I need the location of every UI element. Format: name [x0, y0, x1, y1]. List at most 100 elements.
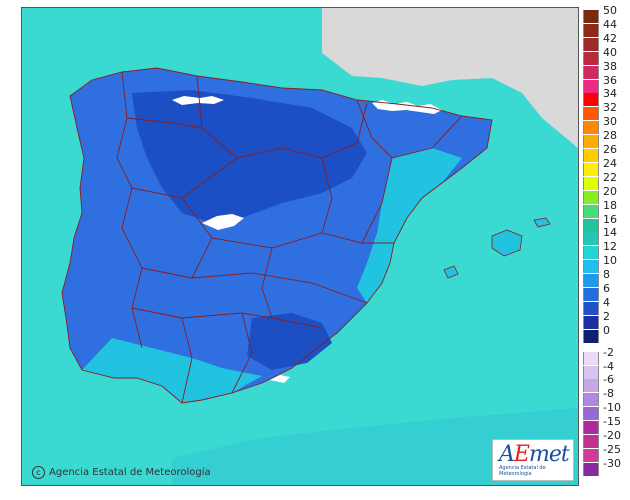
legend-swatch	[583, 79, 599, 93]
legend-row-warm-3: 40	[583, 46, 627, 65]
logo-subtitle: Agencia Estatal de Meteorología	[499, 465, 546, 477]
legend-swatch	[583, 37, 599, 51]
legend-swatch	[583, 23, 599, 37]
legend-row-warm-1: 44	[583, 18, 627, 37]
legend-swatch	[583, 421, 599, 435]
region-borders	[61, 67, 493, 404]
legend-label: 38	[603, 59, 617, 73]
legend-swatch	[583, 435, 599, 448]
legend-swatch	[583, 204, 599, 218]
legend-label: 24	[603, 156, 617, 170]
legend-swatch	[583, 407, 599, 421]
legend-label: 20	[603, 184, 617, 198]
balearic-mallorca	[491, 229, 523, 257]
legend-swatch	[583, 10, 599, 23]
legend-swatch	[583, 393, 599, 407]
legend-row-warm-19: 8	[583, 268, 627, 288]
credit-text: c Agencia Estatal de Meteorología	[32, 466, 211, 479]
copyright-icon: c	[32, 466, 45, 479]
legend-label: 14	[603, 226, 617, 240]
legend-row-warm-7: 32	[583, 101, 627, 121]
legend-row-warm-17: 12	[583, 240, 627, 260]
legend-label: 6	[603, 282, 610, 295]
africa-landmass-shade	[172, 408, 578, 485]
legend-label: 40	[603, 45, 617, 59]
legend-label: -30	[603, 456, 621, 470]
balearic-menorca	[533, 217, 551, 228]
east-coast-warm	[357, 148, 462, 303]
legend-swatch	[583, 51, 599, 65]
legend-swatch	[583, 65, 599, 79]
south-coast-warm	[82, 338, 262, 403]
aemet-logo: AEmet Agencia Estatal de Meteorología	[492, 439, 574, 481]
legend-label: 44	[603, 17, 617, 31]
legend-row-warm-6: 34	[583, 87, 627, 107]
legend-swatch	[583, 329, 599, 343]
legend-row-warm-9: 28	[583, 129, 627, 149]
legend-row-warm-4: 38	[583, 60, 627, 79]
legend-swatch	[583, 135, 599, 149]
legend-label: 22	[603, 170, 617, 184]
legend-label: -10	[603, 401, 621, 415]
legend-swatch	[583, 288, 599, 301]
legend-label: 32	[603, 101, 617, 115]
legend-row-warm-22: 2	[583, 310, 627, 329]
legend-swatch	[583, 462, 599, 476]
legend-row-warm-12: 22	[583, 171, 627, 190]
legend-swatch	[583, 246, 599, 260]
legend-label: -20	[603, 429, 621, 442]
legend-row-warm-10: 26	[583, 143, 627, 162]
legend-swatch	[583, 162, 599, 176]
legend-row-warm-15: 16	[583, 213, 627, 232]
legend-swatch	[583, 218, 599, 232]
legend-label: 34	[603, 87, 617, 101]
legend-swatch	[583, 149, 599, 162]
logo-wordmark: AEmet	[499, 442, 570, 467]
temperature-legend: 50 44 42 40 38 36 34 32 30 28 26 24 22 20 18 16 14 12 10 8 6…	[583, 4, 627, 486]
legend-label: 42	[603, 31, 617, 45]
legend-swatch	[583, 232, 599, 246]
snow-central	[202, 214, 244, 230]
legend-row-cold-5: -15	[583, 415, 627, 435]
legend-row-cold-0: -2	[583, 346, 627, 365]
legend-label: 8	[603, 268, 610, 282]
balearic-ibiza	[443, 265, 459, 279]
legend-label: 26	[603, 143, 617, 156]
legend-row-warm-20: 6	[583, 282, 627, 301]
legend-swatch	[583, 121, 599, 135]
legend-label: -2	[603, 345, 614, 359]
legend-row-warm-5: 36	[583, 74, 627, 93]
snow-sierra-nevada	[270, 375, 290, 383]
legend-label: 30	[603, 115, 617, 129]
snow-cantabrian	[172, 96, 224, 105]
legend-row-warm-21: 4	[583, 296, 627, 315]
legend-row-cold-2: -6	[583, 373, 627, 393]
legend-row-warm-23: 0	[583, 324, 627, 343]
legend-label: -15	[603, 415, 621, 429]
credit-label: Agencia Estatal de Meteorología	[49, 467, 211, 478]
legend-label: -25	[603, 442, 621, 456]
legend-swatch	[583, 448, 599, 462]
legend-row-cold-4: -10	[583, 401, 627, 421]
legend-label: 16	[603, 212, 617, 226]
legend-row-warm-11: 24	[583, 157, 627, 176]
legend-swatch	[583, 260, 599, 274]
legend-swatch	[583, 379, 599, 393]
legend-row-cold-7: -25	[583, 443, 627, 462]
legend-label: 4	[603, 295, 610, 309]
legend-label: -8	[603, 387, 614, 401]
legend-row-cold-1: -4	[583, 360, 627, 379]
legend-swatch	[583, 365, 599, 379]
cold-plateau	[132, 90, 367, 223]
legend-swatch	[583, 107, 599, 121]
legend-swatch	[583, 190, 599, 204]
legend-label: 18	[603, 198, 617, 212]
legend-row-warm-14: 18	[583, 199, 627, 218]
legend-row-warm-18: 10	[583, 254, 627, 274]
legend-label: 10	[603, 254, 617, 268]
temperature-map: c Agencia Estatal de Meteorología AEmet …	[21, 7, 579, 486]
legend-label: 50	[603, 4, 617, 17]
legend-label: 12	[603, 240, 617, 254]
legend-swatch	[583, 176, 599, 190]
legend-label: 28	[603, 129, 617, 143]
